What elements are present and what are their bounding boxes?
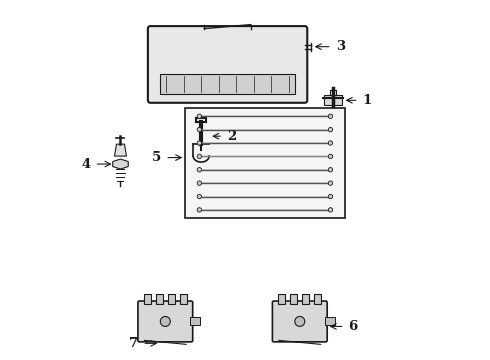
Circle shape [197,141,201,145]
FancyBboxPatch shape [272,301,327,342]
Text: 2: 2 [227,130,236,143]
Circle shape [160,316,171,327]
Text: 5: 5 [152,151,161,164]
Circle shape [197,114,201,118]
FancyBboxPatch shape [138,301,193,342]
Bar [302,293,309,303]
FancyBboxPatch shape [148,26,307,103]
Circle shape [328,114,333,118]
Circle shape [328,167,333,172]
Text: 7: 7 [129,337,138,350]
Circle shape [328,141,333,145]
Polygon shape [115,144,126,156]
Circle shape [197,181,201,185]
Bar [190,318,200,325]
Circle shape [197,154,201,158]
Bar [325,318,335,325]
Bar [180,293,187,303]
Bar [156,293,163,303]
Circle shape [197,194,201,199]
Bar [160,75,295,94]
Bar [185,108,344,218]
Circle shape [197,127,201,132]
Circle shape [328,154,333,158]
Text: 1: 1 [363,94,372,107]
Bar [324,95,342,105]
Circle shape [328,208,333,212]
Bar [290,293,297,303]
Text: 3: 3 [336,40,345,53]
Text: 6: 6 [348,320,358,333]
Bar [152,31,307,102]
Bar [315,293,321,303]
Bar [144,293,150,303]
Circle shape [197,167,201,172]
Circle shape [328,194,333,199]
Bar [168,293,175,303]
Text: 4: 4 [81,158,91,171]
Circle shape [295,316,305,327]
Circle shape [328,127,333,132]
Polygon shape [113,159,128,169]
Circle shape [328,181,333,185]
Bar [278,293,285,303]
Circle shape [197,208,201,212]
